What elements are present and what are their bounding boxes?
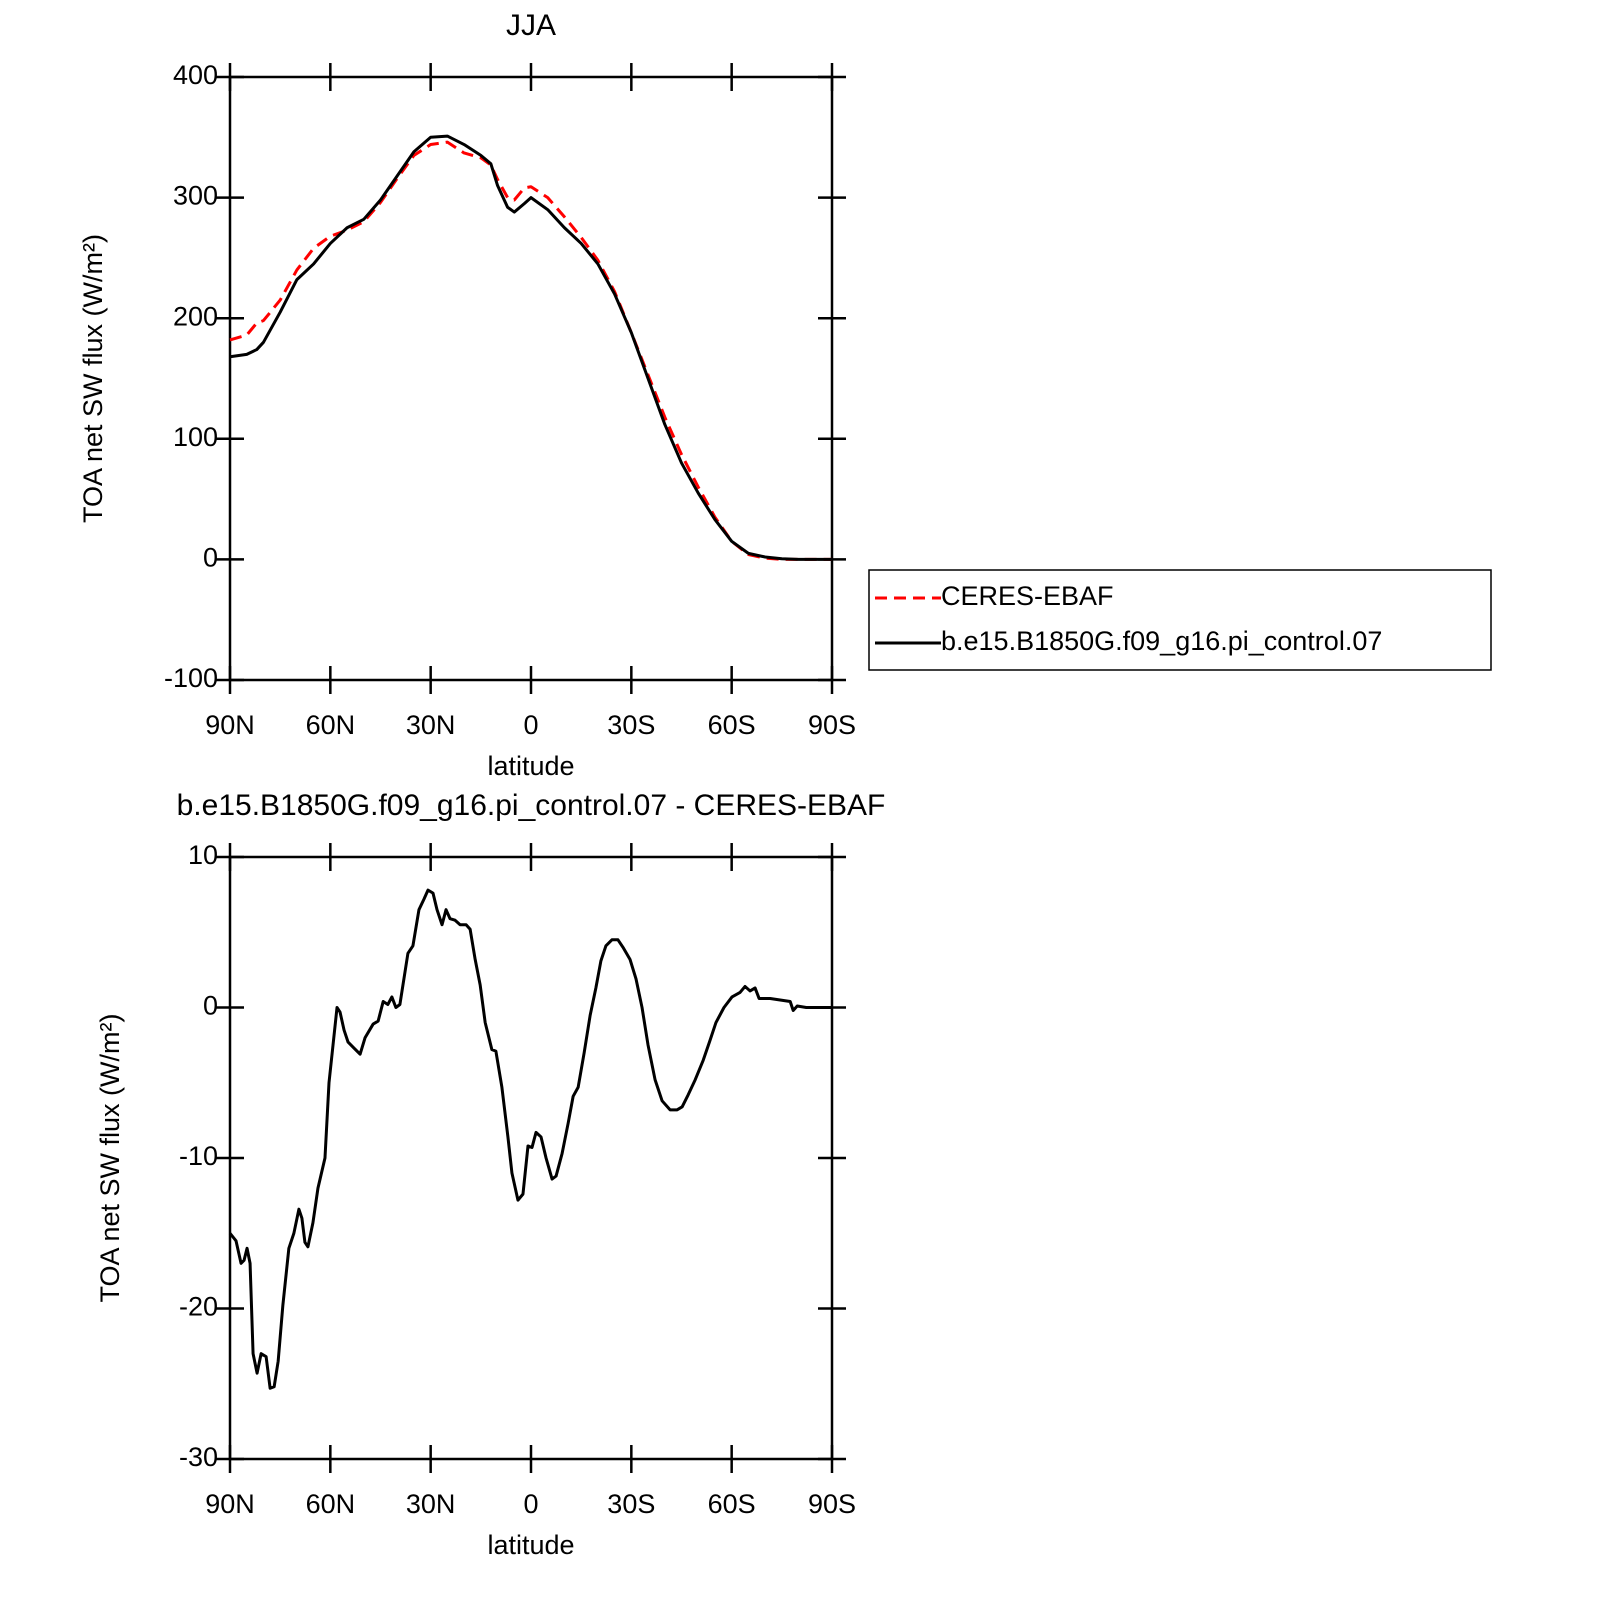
y-tick-label: 200 <box>173 301 218 331</box>
x-tick-label: 30N <box>406 1489 456 1519</box>
chart-title: JJA <box>506 9 556 42</box>
y-tick-label: -30 <box>179 1442 218 1472</box>
plot-frame <box>228 855 834 1461</box>
x-tick-label: 0 <box>523 710 538 740</box>
legend-box <box>868 569 1492 671</box>
y-tick-label: 400 <box>173 60 218 90</box>
x-tick-label: 90S <box>808 710 856 740</box>
x-tick-label: 60N <box>306 710 356 740</box>
x-axis-label: latitude <box>487 751 574 781</box>
x-tick-label: 60N <box>306 1489 356 1519</box>
y-tick-label: 300 <box>173 181 218 211</box>
y-tick-label: 100 <box>173 422 218 452</box>
x-tick-label: 30S <box>607 1489 655 1519</box>
data-line <box>229 140 832 561</box>
legend-label: b.e15.B1850G.f09_g16.pi_control.07 <box>941 626 1382 656</box>
y-axis-label: TOA net SW flux (W/m²) <box>78 234 108 523</box>
chart-title: b.e15.B1850G.f09_g16.pi_control.07 - CER… <box>177 789 886 822</box>
data-line <box>229 134 832 561</box>
x-axis-label: latitude <box>487 1530 574 1560</box>
x-tick-label: 30N <box>406 710 456 740</box>
y-tick-label: -20 <box>179 1292 218 1322</box>
y-tick-label: -100 <box>164 663 218 693</box>
y-tick-label: 0 <box>203 991 218 1021</box>
x-tick-label: 30S <box>607 710 655 740</box>
x-tick-label: 90N <box>205 710 255 740</box>
plot-frame <box>228 75 834 682</box>
y-tick-label: 10 <box>188 840 218 870</box>
y-axis-label: TOA net SW flux (W/m²) <box>95 1013 125 1302</box>
x-tick-label: 60S <box>708 1489 756 1519</box>
x-tick-label: 90N <box>205 1489 255 1519</box>
legend-label: CERES-EBAF <box>941 581 1114 611</box>
y-tick-label: 0 <box>203 543 218 573</box>
x-tick-label: 60S <box>708 710 756 740</box>
x-tick-label: 0 <box>523 1489 538 1519</box>
y-tick-label: -10 <box>179 1141 218 1171</box>
data-line <box>228 888 832 1390</box>
x-tick-label: 90S <box>808 1489 856 1519</box>
